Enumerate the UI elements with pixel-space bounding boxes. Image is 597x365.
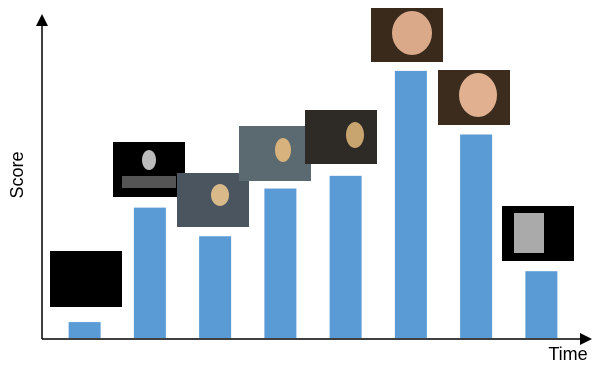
thumbnail bbox=[239, 126, 311, 181]
bar bbox=[68, 322, 101, 338]
bar bbox=[525, 271, 558, 338]
thumbnail-face bbox=[142, 150, 156, 170]
thumbnail-text bbox=[122, 176, 176, 188]
thumbnail-face bbox=[346, 122, 364, 148]
bar bbox=[199, 236, 232, 338]
thumbnail-scene bbox=[514, 213, 544, 253]
x-axis-label: Time bbox=[548, 344, 587, 364]
thumbnail-face bbox=[459, 73, 497, 117]
thumbnails bbox=[50, 8, 574, 307]
thumbnail-face bbox=[275, 138, 291, 162]
bar bbox=[264, 188, 297, 338]
bar bbox=[133, 207, 166, 338]
thumbnail bbox=[50, 251, 122, 307]
thumbnail-face bbox=[211, 184, 229, 206]
thumbnail-face bbox=[392, 11, 432, 55]
y-axis-label: Score bbox=[7, 151, 27, 198]
bar bbox=[329, 175, 362, 338]
bar bbox=[394, 70, 427, 338]
thumbnail bbox=[305, 110, 377, 164]
bar bbox=[460, 134, 493, 338]
